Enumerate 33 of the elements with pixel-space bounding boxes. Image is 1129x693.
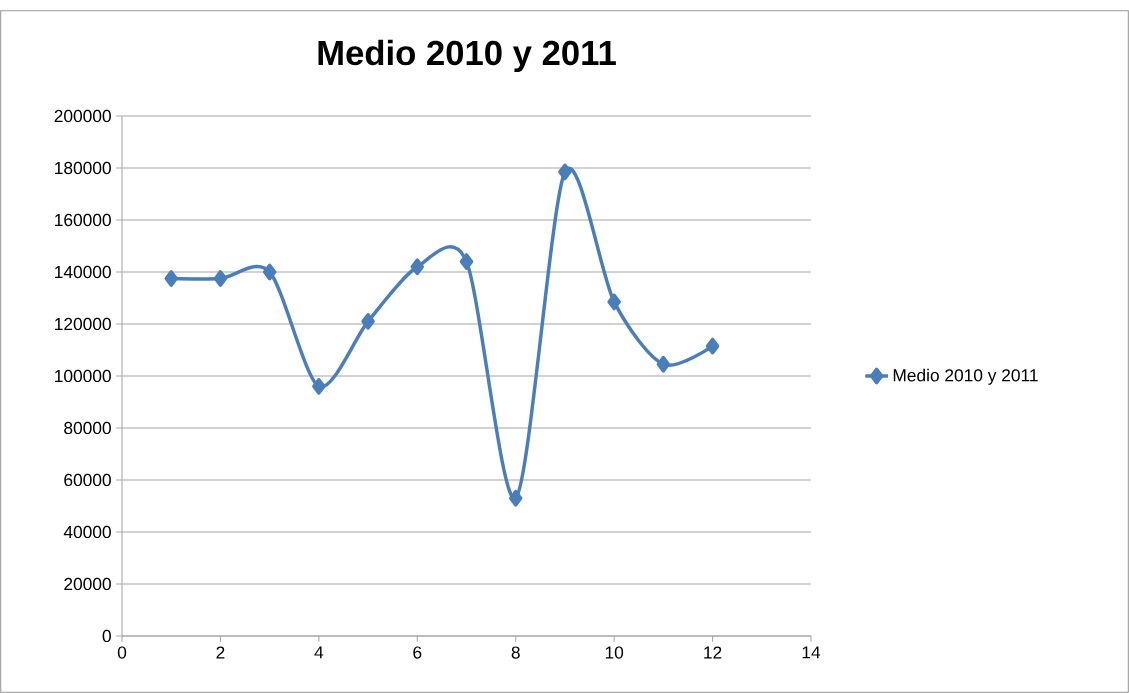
x-tick-label: 14 (802, 646, 821, 659)
y-tick-label: 80000 (64, 421, 111, 435)
point (262, 263, 277, 281)
point (213, 270, 228, 287)
point (558, 163, 572, 181)
x-tick-label: 10 (605, 646, 624, 659)
legend-label: Medio 2010 y 2011 (893, 368, 1038, 385)
x-tick-label: 0 (117, 646, 127, 659)
y-tick-label: 160000 (55, 213, 111, 227)
x-tick-label: 4 (314, 646, 324, 659)
point (164, 270, 178, 287)
y-tick-label: 100000 (55, 369, 111, 383)
point (410, 258, 425, 276)
y-tick-label: 0 (102, 629, 111, 643)
point (312, 377, 326, 395)
x-tick-label: 12 (704, 646, 722, 659)
point (656, 355, 671, 373)
point (361, 312, 375, 330)
x-tick-label: 8 (511, 646, 520, 659)
y-tick-label: 140000 (55, 265, 111, 279)
point (459, 253, 474, 270)
y-tick-label: 120000 (55, 317, 111, 331)
point (508, 489, 523, 507)
y-tick-label: 180000 (55, 161, 111, 175)
x-tick-label: 2 (216, 646, 225, 659)
y-tick-label: 20000 (64, 577, 111, 591)
y-tick-label: 40000 (63, 525, 111, 539)
y-tick-label: 200000 (54, 109, 111, 123)
x-tick-label: 6 (413, 646, 422, 659)
y-tick-label: 60000 (64, 473, 111, 487)
point (705, 337, 720, 355)
point (607, 293, 621, 311)
chart-title: Medio 2010 y 2011 (318, 39, 616, 73)
